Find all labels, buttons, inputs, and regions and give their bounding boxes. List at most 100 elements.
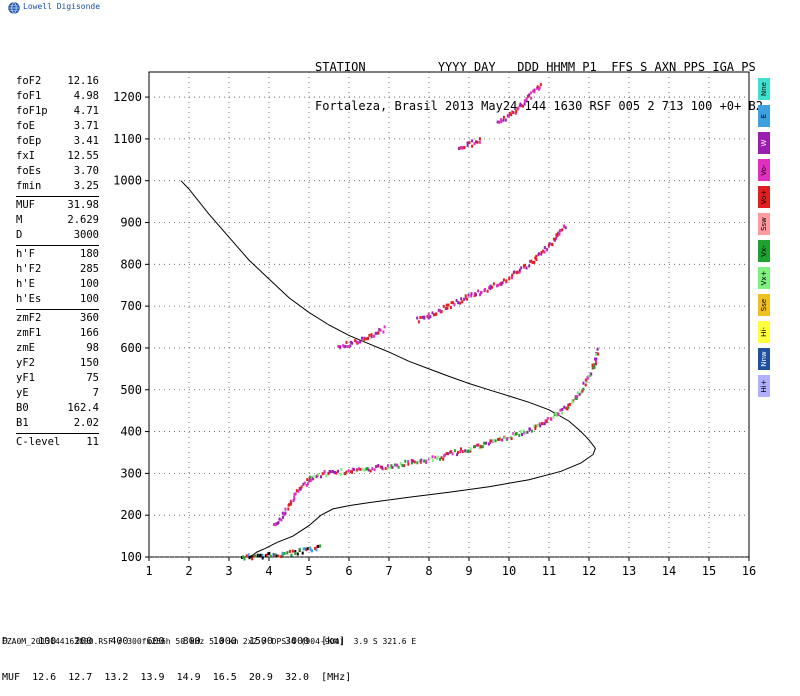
echo-point-f2 <box>457 451 459 454</box>
echo-point-f2-3 <box>511 110 514 114</box>
echo-point-f2-2 <box>513 270 516 274</box>
echo-point-f2 <box>439 457 441 461</box>
echo-point-f2-2 <box>557 231 560 235</box>
echo-point-sporadic <box>357 341 360 345</box>
echo-point-f2 <box>410 459 413 462</box>
echo-point-f2-3 <box>533 90 536 94</box>
param-separator <box>16 309 99 310</box>
legend-item: E <box>758 105 770 127</box>
echo-point-f2 <box>464 449 467 453</box>
echo-point-f2-2 <box>534 256 537 260</box>
echo-point-f2-2 <box>484 288 486 291</box>
muf-row: MUF 12.6 12.7 13.2 13.9 14.9 16.5 20.9 3… <box>2 672 352 683</box>
y-tick-label: 800 <box>120 257 142 271</box>
echo-point-f1 <box>280 518 283 522</box>
echo-point-f2-2 <box>459 301 462 305</box>
echo-point-es <box>290 553 293 557</box>
param-row: M 2.629 <box>16 213 99 228</box>
echo-point-f2 <box>359 467 362 471</box>
echo-point-f2 <box>469 449 472 453</box>
echo-point-es <box>309 548 312 552</box>
echo-point-f2-2 <box>480 290 483 294</box>
echo-point-f2 <box>501 438 504 442</box>
echo-point-f2-2 <box>447 303 450 307</box>
echo-point-f2-2 <box>492 282 495 286</box>
echo-point-es <box>315 548 318 552</box>
echo-point-f2-3 <box>499 118 502 122</box>
echo-point-sporadic <box>351 341 354 345</box>
echo-point-f2 <box>327 472 330 476</box>
echo-point-sporadic <box>345 340 348 344</box>
echo-point-es <box>256 553 259 557</box>
legend-item: Vo+ <box>758 186 770 208</box>
echo-point-sporadic <box>374 331 377 335</box>
param-row: yF2 150 <box>16 356 99 371</box>
echo-point-f1 <box>293 495 296 499</box>
echo-point-f2 <box>369 469 372 473</box>
param-label: foEp <box>16 135 42 147</box>
echo-point-f2 <box>481 445 484 449</box>
echo-point-f2 <box>506 437 509 441</box>
echo-point-f2 <box>451 452 454 456</box>
echo-point-f2-2 <box>528 264 531 268</box>
echo-point-f2-2 <box>421 315 424 319</box>
echo-point-f2 <box>554 411 557 415</box>
echo-point-f2-3 <box>498 120 501 124</box>
electron-density-profile <box>180 180 596 558</box>
echo-point-f2-2 <box>498 282 501 286</box>
echo-point-f2 <box>512 432 515 436</box>
legend-label: Sse <box>760 298 768 312</box>
echo-point-f1 <box>277 521 280 525</box>
legend-label: Hi+ <box>760 379 768 393</box>
echo-point-f2 <box>518 433 521 437</box>
echo-point-es <box>241 556 243 559</box>
echo-point-f2 <box>447 452 450 456</box>
echo-point-f2-3 <box>525 98 528 102</box>
param-value: 3.41 <box>73 135 99 147</box>
echo-point-f2-2 <box>429 315 432 319</box>
legend-item: Vx+ <box>758 267 770 289</box>
echo-point-f2-3b <box>471 139 474 143</box>
echo-point-f2 <box>584 378 587 382</box>
echo-point-f2 <box>321 472 324 476</box>
echo-point-es <box>311 549 313 553</box>
x-tick-label: 14 <box>662 564 676 578</box>
echo-point-f2-2 <box>522 264 525 268</box>
echo-point-f2 <box>467 449 470 453</box>
echo-point-es <box>274 553 277 557</box>
echo-point-f2-2 <box>542 249 545 253</box>
echo-point-f2 <box>329 470 332 474</box>
param-value: 3.25 <box>73 180 99 192</box>
echo-point-f2-2 <box>530 259 533 263</box>
echo-point-f2-2 <box>511 273 514 277</box>
echo-point-f1 <box>278 517 281 521</box>
echo-point-es <box>245 554 248 558</box>
echo-point-f2 <box>460 447 462 451</box>
polarization-legend: Nne E W Vo- Vo+ Ssw Vx- Vx+ Sse Hi- Nnw Hi+ <box>758 78 770 402</box>
echo-point-f2 <box>513 433 516 437</box>
param-row: D 3000 <box>16 228 99 243</box>
echo-point-f2-2 <box>546 248 549 252</box>
echo-point-f2 <box>565 406 568 410</box>
param-label: zmE <box>16 342 35 354</box>
echo-point-f2-2 <box>543 246 546 249</box>
echo-point-f2-2 <box>505 279 508 283</box>
x-tick-label: 13 <box>622 564 636 578</box>
echo-point-f2-3b <box>473 142 476 146</box>
echo-point-f2 <box>594 352 597 356</box>
echo-point-sporadic <box>359 340 362 344</box>
echo-point-f2 <box>539 424 542 428</box>
echo-point-f2-3b <box>460 146 462 149</box>
echo-point-f2-2 <box>533 260 536 264</box>
param-row: foF1p 4.71 <box>16 104 99 119</box>
echo-point-f1 <box>302 482 305 486</box>
echo-point-f2 <box>556 414 558 418</box>
logo-text: Lowell Digisonde <box>23 1 101 11</box>
param-label: D <box>16 229 23 241</box>
echo-point-f2-2 <box>455 299 458 303</box>
echo-point-f2-3 <box>502 118 505 122</box>
echo-point-f2 <box>484 441 487 445</box>
echo-point-sporadic <box>373 334 375 338</box>
param-row: fmin 3.25 <box>16 179 99 194</box>
echo-point-f1 <box>282 515 284 519</box>
